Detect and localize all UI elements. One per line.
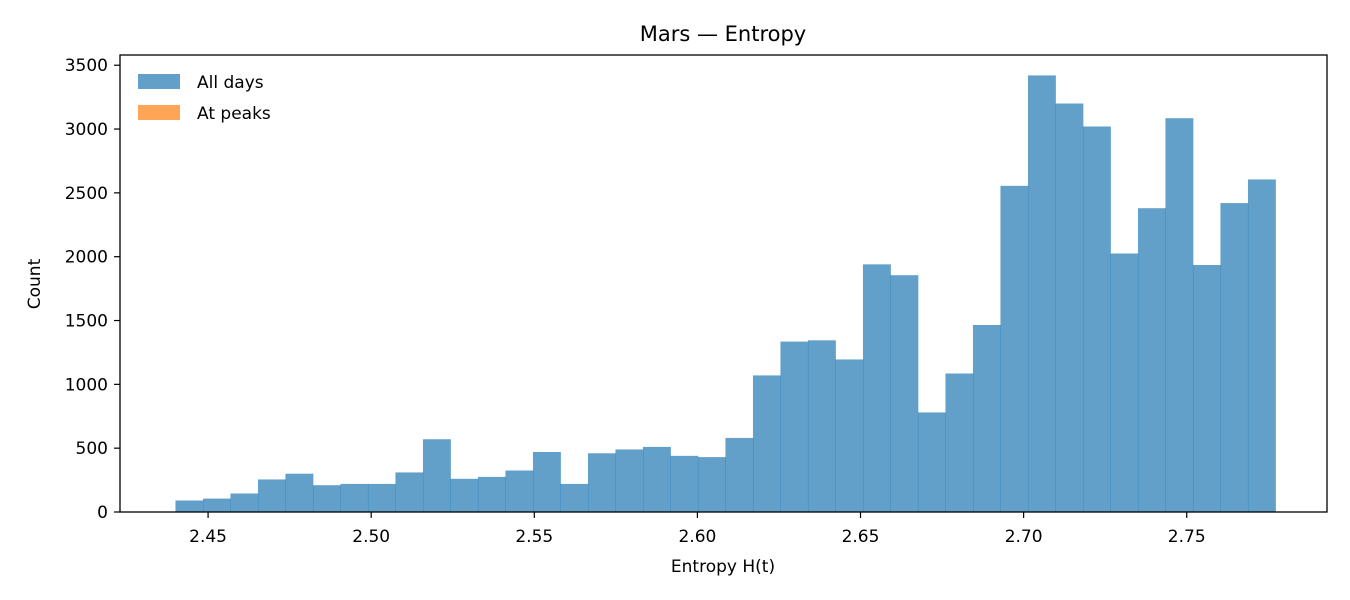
histogram-bar (312, 485, 341, 512)
histogram-bar (257, 479, 286, 512)
histogram-bar (780, 341, 809, 512)
x-axis: 2.45 2.50 2.55 2.60 2.65 2.70 2.75 (189, 512, 1206, 547)
y-tick-label: 2000 (65, 248, 108, 268)
y-tick-label: 2500 (65, 184, 108, 204)
histogram-bar (230, 493, 259, 512)
histogram-bar (807, 340, 836, 512)
histogram-bar (477, 476, 506, 512)
histogram-bar (615, 449, 644, 512)
legend-label-all-days: All days (197, 73, 264, 93)
histogram-bar (835, 359, 864, 512)
histogram-bar (752, 375, 781, 512)
x-tick-label: 2.55 (515, 527, 553, 547)
histogram-bar (1082, 126, 1111, 513)
histogram-bar (587, 453, 616, 512)
histogram-bar (697, 457, 726, 512)
histogram-bar (890, 275, 919, 512)
histogram-bar (505, 470, 534, 512)
histogram-bar (202, 498, 231, 512)
histogram-bar (725, 437, 754, 512)
x-axis-label: Entropy H(t) (671, 557, 775, 577)
chart-title: Mars — Entropy (640, 22, 807, 46)
y-tick-label: 3000 (65, 120, 108, 140)
histogram-bar (1247, 179, 1276, 513)
x-tick-label: 2.75 (1168, 527, 1206, 547)
histogram-bar (1055, 103, 1084, 513)
histogram-bar (972, 324, 1001, 512)
x-tick-label: 2.50 (352, 527, 390, 547)
histogram-bar (340, 483, 369, 512)
x-tick-label: 2.60 (678, 527, 716, 547)
histogram-bar (1027, 75, 1056, 512)
legend-swatch-all-days (138, 74, 180, 89)
legend-label-at-peaks: At peaks (197, 104, 271, 124)
histogram-bar (367, 483, 396, 512)
histogram-bar (1000, 185, 1029, 512)
histogram-bar (1165, 118, 1194, 513)
histogram-bar (917, 412, 946, 512)
y-tick-label: 0 (97, 503, 108, 523)
histogram-bar (945, 373, 974, 512)
histogram-bar (395, 472, 424, 512)
y-axis-label: Count (25, 258, 45, 309)
y-tick-label: 1500 (65, 312, 108, 332)
x-tick-label: 2.45 (189, 527, 227, 547)
bars-group (175, 75, 1276, 513)
histogram-bar (1110, 253, 1139, 512)
histogram-bar (450, 478, 479, 512)
x-tick-label: 2.65 (842, 527, 880, 547)
histogram-bar (642, 446, 671, 512)
histogram-bar (862, 264, 891, 512)
histogram-bar (1220, 203, 1249, 512)
plot-frame (119, 54, 1328, 513)
histogram-bar (670, 455, 699, 512)
histogram-bar (285, 473, 314, 512)
y-tick-label: 1000 (65, 375, 108, 395)
histogram-bar (532, 452, 561, 512)
histogram-bar (560, 483, 589, 512)
histogram-bar (422, 439, 451, 512)
histogram-bar (1192, 264, 1221, 512)
histogram-bar (175, 500, 204, 512)
histogram-bar (1137, 208, 1166, 512)
x-tick-label: 2.70 (1005, 527, 1043, 547)
y-tick-label: 3500 (65, 56, 108, 76)
legend-swatch-at-peaks (138, 105, 180, 120)
legend: All days At peaks (138, 73, 271, 124)
y-axis: 0 500 1000 1500 2000 2500 3000 3500 (65, 56, 120, 523)
y-tick-label: 500 (76, 439, 108, 459)
